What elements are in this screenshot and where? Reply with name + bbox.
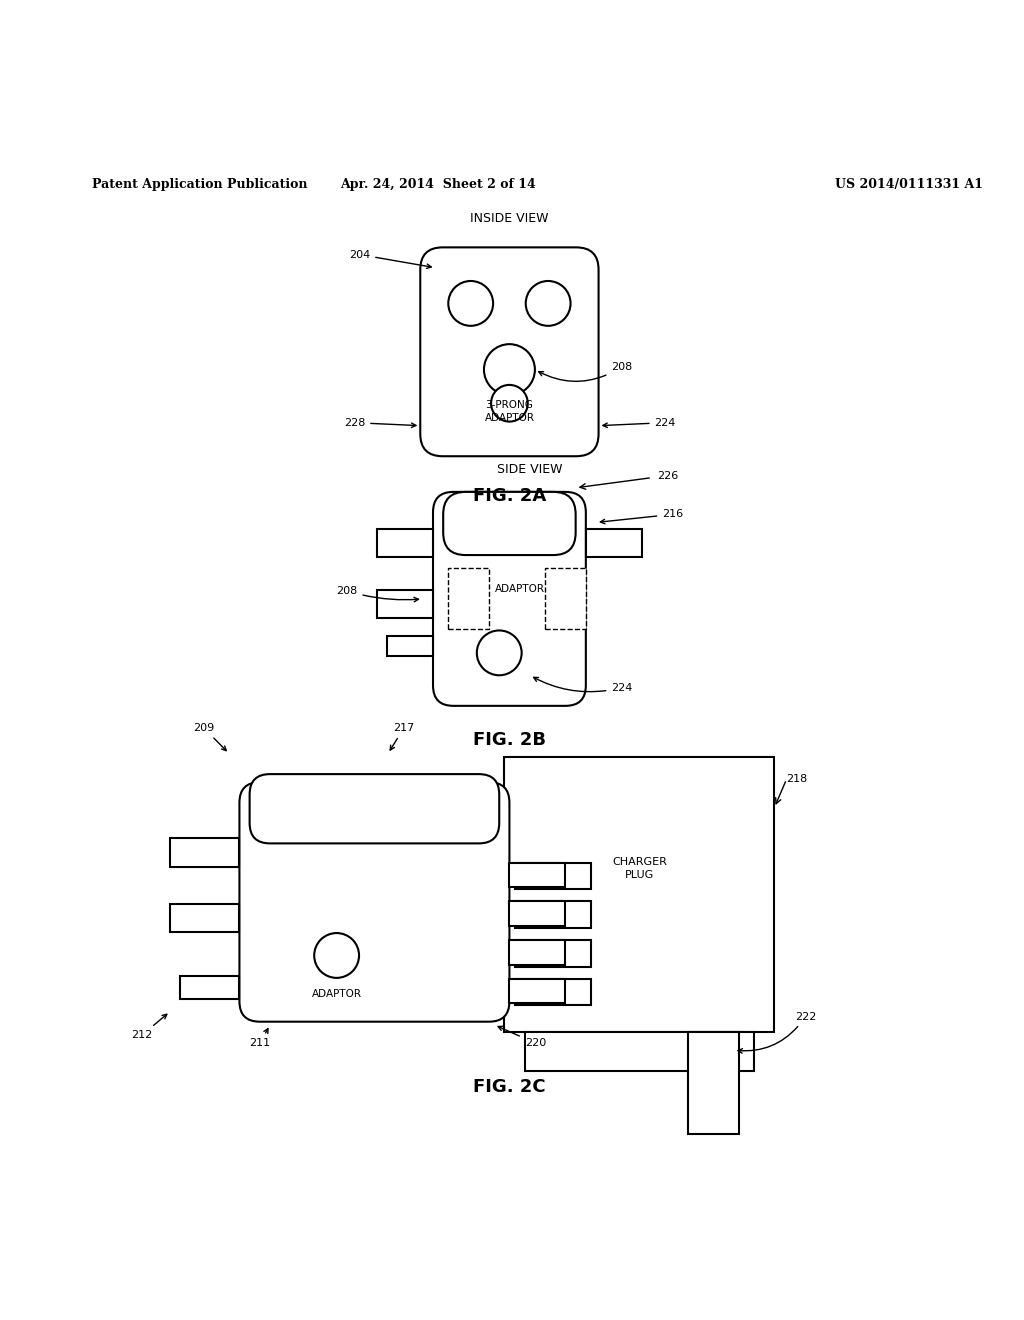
- FancyBboxPatch shape: [420, 247, 599, 457]
- Bar: [377, 528, 433, 557]
- Text: 208: 208: [539, 362, 633, 381]
- Bar: [170, 838, 240, 867]
- Bar: [524, 1032, 754, 1071]
- Text: FIG. 2A: FIG. 2A: [473, 487, 546, 504]
- Circle shape: [477, 631, 521, 676]
- Text: 216: 216: [600, 510, 683, 524]
- Text: 204: 204: [349, 249, 431, 268]
- Text: Apr. 24, 2014  Sheet 2 of 14: Apr. 24, 2014 Sheet 2 of 14: [340, 178, 536, 190]
- Text: ADAPTOR: ADAPTOR: [495, 583, 545, 594]
- Text: FIG. 2B: FIG. 2B: [473, 731, 546, 750]
- Text: US 2014/0111331 A1: US 2014/0111331 A1: [836, 178, 983, 190]
- Bar: [688, 1032, 738, 1134]
- Bar: [514, 940, 591, 966]
- Circle shape: [492, 385, 527, 421]
- Bar: [514, 863, 591, 890]
- Bar: [180, 975, 240, 999]
- Text: 217: 217: [390, 723, 415, 750]
- Text: 3-PRONG
ADAPTOR: 3-PRONG ADAPTOR: [484, 400, 535, 422]
- Text: FIG. 2C: FIG. 2C: [473, 1077, 546, 1096]
- Bar: [449, 569, 489, 630]
- Text: 226: 226: [657, 471, 679, 480]
- Circle shape: [484, 345, 535, 395]
- Text: 218: 218: [786, 775, 808, 784]
- Text: 228: 228: [344, 417, 416, 428]
- Text: 209: 209: [194, 723, 226, 751]
- Text: 211: 211: [250, 1028, 270, 1048]
- Text: 220: 220: [498, 1026, 546, 1048]
- Bar: [509, 863, 565, 887]
- FancyBboxPatch shape: [433, 492, 586, 706]
- Bar: [545, 569, 586, 630]
- Bar: [509, 979, 565, 1003]
- Text: CHARGER
PLUG: CHARGER PLUG: [612, 857, 667, 880]
- Bar: [170, 903, 240, 932]
- Bar: [505, 756, 774, 1032]
- Bar: [586, 528, 642, 557]
- Circle shape: [525, 281, 570, 326]
- Text: INSIDE VIEW: INSIDE VIEW: [470, 213, 549, 224]
- Text: 222: 222: [738, 1011, 816, 1053]
- Text: ADAPTOR: ADAPTOR: [311, 989, 361, 999]
- FancyBboxPatch shape: [250, 774, 500, 843]
- FancyBboxPatch shape: [240, 783, 509, 1022]
- Text: 208: 208: [336, 586, 419, 602]
- Bar: [514, 902, 591, 928]
- Text: 212: 212: [131, 1014, 167, 1040]
- Bar: [509, 940, 565, 965]
- Text: SIDE VIEW: SIDE VIEW: [497, 462, 562, 475]
- FancyBboxPatch shape: [443, 492, 575, 554]
- Bar: [377, 590, 433, 618]
- Circle shape: [314, 933, 359, 978]
- Text: Patent Application Publication: Patent Application Publication: [92, 178, 307, 190]
- Bar: [514, 979, 591, 1006]
- Bar: [387, 635, 433, 656]
- Text: 224: 224: [534, 677, 633, 693]
- Text: 224: 224: [603, 417, 676, 428]
- Bar: [509, 902, 565, 925]
- Circle shape: [449, 281, 494, 326]
